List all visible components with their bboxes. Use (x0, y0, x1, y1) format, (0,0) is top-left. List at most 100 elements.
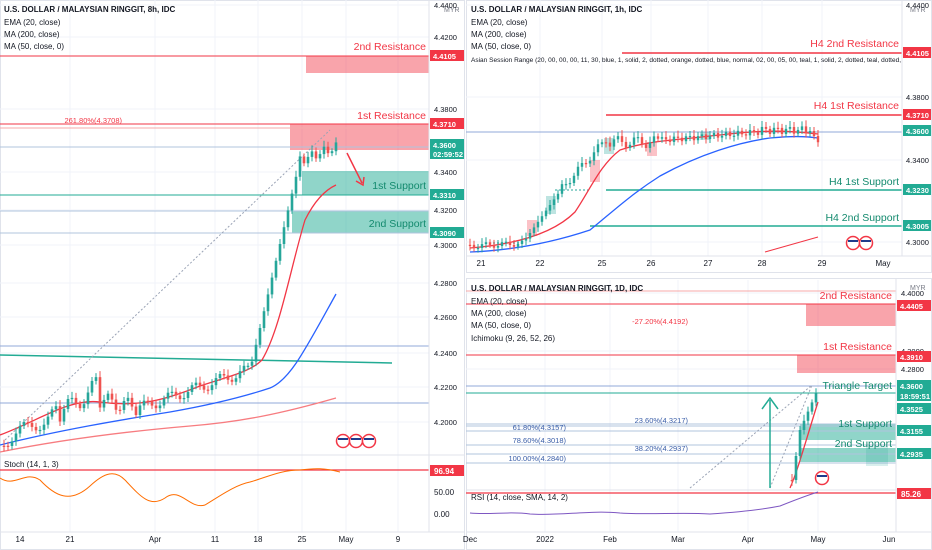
osc-tag-bg-8h (430, 465, 464, 476)
price-tag: 4.3090 (433, 229, 456, 238)
candle-body (476, 247, 480, 250)
candle-body (512, 245, 516, 247)
price-tag-bg (897, 300, 931, 311)
candle-body (616, 136, 620, 140)
candle-body (22, 422, 26, 426)
candle-body (206, 389, 210, 391)
candle-body (314, 151, 318, 159)
candle-body (472, 244, 476, 249)
candle-body (54, 406, 58, 410)
candle-body (302, 156, 306, 164)
x-tick-label: Jun (883, 535, 896, 544)
candle-body (552, 199, 556, 205)
ma200-line-8h (0, 397, 337, 453)
candle-body (572, 175, 576, 183)
candle-body (792, 127, 796, 134)
arrow-up-head-1d (761, 396, 779, 410)
candle-body (564, 184, 568, 186)
candle-body (516, 243, 520, 247)
candle-body (90, 380, 94, 393)
candle-body (756, 132, 760, 135)
candle-body (270, 277, 274, 295)
candle-body (776, 127, 780, 129)
candle-body (330, 151, 334, 154)
label-1st-support-1d: 1st Support (838, 418, 892, 430)
candle-body (226, 375, 230, 380)
label-h4-2nd-support: H4 2nd Support (825, 212, 899, 224)
candle-body (102, 399, 106, 408)
currency-8h: MYR (444, 7, 460, 14)
x-tick-label: May (338, 535, 353, 544)
candle-body (78, 403, 82, 409)
y-tick-label: 4.3200 (434, 206, 457, 215)
x-tick-label: 21 (66, 535, 75, 544)
stoch-line-8h (0, 468, 341, 507)
osc-tag-bg-1d (897, 488, 931, 499)
price-tag: 4.3600 (433, 141, 456, 150)
candle-body (496, 246, 500, 248)
candle-body (528, 233, 532, 239)
zone-2nd-support-8h (292, 211, 429, 233)
x-tick-label: Apr (742, 535, 755, 544)
candle-body (2, 445, 6, 447)
flag-icons-1d (814, 470, 830, 486)
rsi-line-1d (469, 491, 819, 515)
candle-body (744, 134, 748, 136)
candle-body (684, 136, 688, 142)
label-1st-resistance-8h: 1st Resistance (357, 110, 426, 122)
fib-diagonal-8h (4, 129, 331, 441)
trendline-green-8h (0, 354, 393, 364)
candle-body (114, 399, 118, 410)
fib-label-neg-1d: -27.20%(4.4192) (632, 317, 688, 326)
price-tag-bg (430, 189, 464, 200)
x-tick-label: Feb (603, 535, 617, 544)
candle-body (62, 408, 66, 422)
candle-body (194, 382, 198, 386)
fib-label-38-1d: 38.20%(4.2937) (635, 444, 689, 453)
candle-body (10, 441, 14, 446)
price-tag: 4.4405 (900, 302, 923, 311)
candle-body (290, 193, 294, 211)
candle-body (322, 146, 326, 155)
candle-body (800, 126, 804, 130)
candle-body (752, 130, 756, 133)
candle-body (696, 136, 700, 141)
candle-body (712, 132, 716, 136)
label-h4-1st-resistance: H4 1st Resistance (814, 100, 899, 112)
price-tag-bg (897, 403, 931, 414)
candle-body (700, 134, 704, 137)
indicator-ma200-1d: MA (200, close) (471, 309, 527, 318)
x-tick-label: 11 (211, 535, 220, 544)
candle-body (254, 344, 258, 362)
label-fib-8h: 261.80%(4.3708) (64, 116, 122, 125)
candles-1d (790, 388, 818, 486)
candle-body (810, 402, 814, 412)
y-tick-label: 4.3000 (434, 241, 457, 250)
candle-body (174, 391, 178, 396)
candle-body (768, 128, 772, 134)
candle-body (130, 397, 134, 407)
indicator-ema-8h: EMA (20, close) (4, 18, 61, 27)
indicator-ema-1h: EMA (20, close) (471, 18, 528, 27)
candle-body (676, 136, 680, 138)
x-tick-label: 14 (16, 535, 25, 544)
candle-body (480, 244, 484, 248)
candle-body (692, 135, 696, 141)
candle-body (588, 160, 592, 164)
candle-body (536, 221, 540, 228)
candle-body (656, 136, 660, 139)
ma50-line-1h (469, 135, 819, 253)
candles-1h (468, 120, 820, 253)
price-tag-bg (903, 125, 931, 136)
osc-label-8h: Stoch (14, 1, 3) (4, 460, 59, 469)
price-tag: 4.3710 (906, 111, 929, 120)
candle-body (584, 162, 588, 165)
candle-body (812, 131, 816, 137)
candle-body (580, 162, 584, 167)
candle-body (334, 142, 338, 152)
candle-body (310, 151, 314, 157)
label-1st-support-8h: 1st Support (372, 180, 426, 192)
candle-body (488, 242, 492, 245)
candle-body (620, 136, 624, 142)
